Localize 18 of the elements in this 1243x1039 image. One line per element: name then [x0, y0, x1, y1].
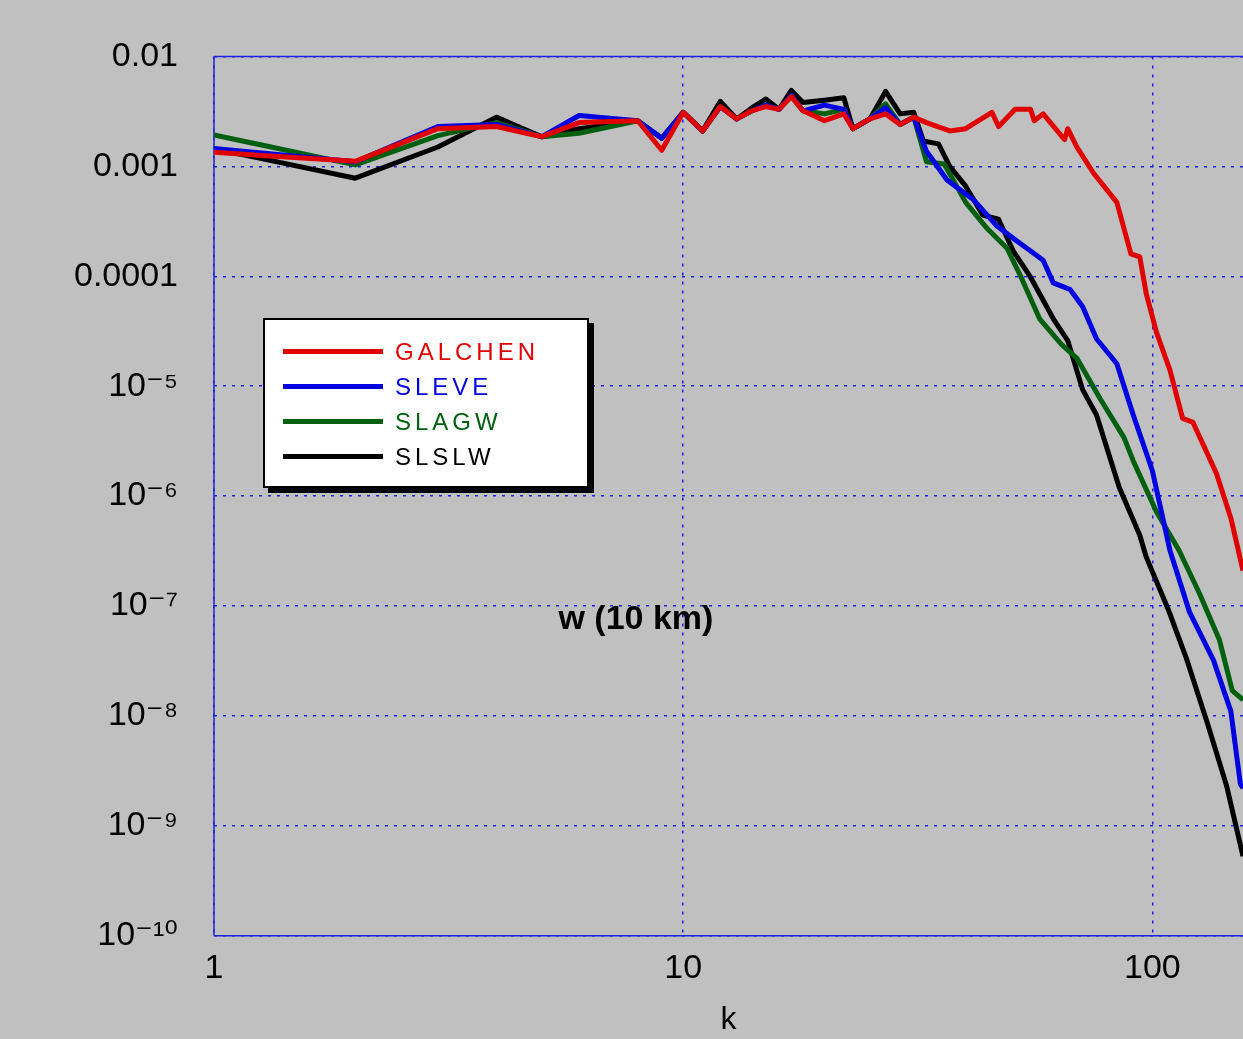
- x-axis-title: k: [720, 999, 738, 1036]
- y-tick-label: 0.01: [111, 34, 178, 73]
- legend-label: SLAGW: [395, 407, 502, 436]
- annotation: w (10 km): [557, 597, 714, 636]
- legend-label: SLEVE: [395, 372, 493, 401]
- y-tick-label: 10⁻⁵: [108, 364, 178, 403]
- y-tick-label: 10⁻⁷: [109, 584, 178, 623]
- x-tick-label: 1: [204, 946, 224, 985]
- y-tick-label: 10⁻¹⁰: [97, 914, 178, 953]
- y-tick-label: 10⁻⁹: [107, 804, 178, 843]
- y-tick-label: 0.0001: [74, 254, 178, 293]
- y-tick-label: 0.001: [92, 144, 178, 183]
- legend-label: GALCHEN: [395, 337, 540, 366]
- legend-label: SLSLW: [395, 442, 495, 471]
- y-tick-label: 10⁻⁸: [107, 694, 178, 733]
- y-tick-label: 10⁻⁶: [108, 474, 178, 513]
- x-tick-label: 100: [1124, 946, 1181, 985]
- x-tick-label: 10: [664, 946, 703, 985]
